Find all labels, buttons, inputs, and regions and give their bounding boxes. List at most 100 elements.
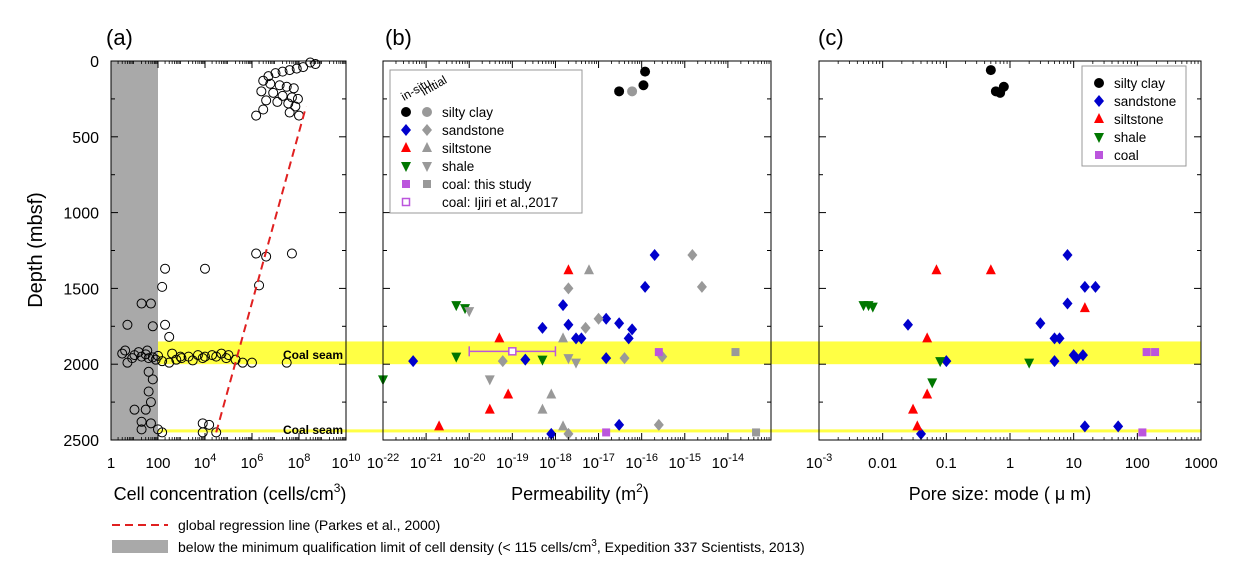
y-tick-label: 2000 (63, 357, 99, 374)
data-point (654, 348, 663, 357)
y-tick-label: 500 (72, 130, 99, 147)
data-point (143, 386, 154, 397)
panel-a-y-ticks: 0 500 1000 1500 2000 2500 (63, 54, 346, 450)
legend-marker (1094, 133, 1104, 143)
data-point (627, 86, 638, 97)
data-point (434, 420, 445, 431)
data-point (129, 404, 140, 415)
footer-regression-label: global regression line (Parkes et al., 2… (178, 517, 440, 533)
data-point (563, 354, 574, 365)
legend-label: coal (1114, 148, 1139, 163)
panel-c: 10-3 0.01 0.1 1 10 100 1000 (c) silty clay sand… (806, 25, 1218, 504)
data-point (601, 312, 612, 325)
x-tick-label: 0.1 (936, 455, 957, 472)
legend-marker-initial (422, 142, 432, 152)
legend-marker-insitu (401, 162, 411, 172)
data-point (197, 427, 208, 438)
data-point (494, 332, 505, 343)
panel-b-label: (b) (385, 25, 412, 50)
x-tick-label: 10-20 (453, 452, 486, 472)
legend-label: sandstone (442, 123, 504, 138)
data-point (277, 66, 288, 77)
x-tick-label: 10-3 (806, 452, 832, 472)
data-point (142, 345, 153, 356)
data-point (270, 68, 281, 79)
data-point (537, 355, 548, 366)
data-point (1024, 358, 1035, 369)
panel-a-x-ticks: 1 100 104 106 108 1010 (107, 61, 360, 472)
data-point (912, 420, 923, 431)
data-point (451, 352, 462, 363)
panel-b-legend: in-situ initial silty claysandstonesilts… (389, 69, 583, 214)
panel-b-x-ticks: 10-22 10-21 10-20 10-19 10-18 10-17 10-16 10-15… (367, 61, 770, 472)
legend-marker-initial (422, 124, 432, 136)
data-point (261, 95, 272, 106)
data-point (583, 264, 594, 275)
data-point (602, 428, 611, 437)
legend-label: shale (1114, 130, 1146, 145)
data-point (164, 331, 175, 342)
data-point (207, 350, 218, 361)
footer-shade-swatch (112, 540, 168, 553)
x-tick-label: 10-21 (410, 452, 443, 472)
data-point (268, 87, 279, 98)
data-point (192, 350, 203, 361)
data-point (922, 332, 933, 343)
data-point (546, 427, 557, 440)
data-point (1079, 420, 1090, 433)
data-point (563, 427, 574, 440)
panel-c-x-axis-title: Pore size: mode ( μ m) (909, 484, 1091, 504)
data-point (281, 357, 292, 368)
data-point (1062, 249, 1073, 262)
data-point (145, 397, 156, 408)
data-point (147, 321, 158, 332)
data-point (157, 427, 168, 438)
data-point (310, 59, 321, 70)
data-point (211, 351, 222, 362)
data-point (503, 388, 514, 399)
y-tick-label: 1500 (63, 281, 99, 298)
legend-marker (1095, 151, 1103, 159)
data-point (687, 249, 698, 262)
data-point (460, 304, 471, 315)
legend-marker-initial (422, 162, 432, 172)
x-tick-label: 10-16 (625, 452, 658, 472)
data-point (571, 358, 582, 369)
legend-marker-insitu (401, 197, 411, 207)
legend-label: silty clay (1114, 76, 1165, 91)
data-point (143, 353, 154, 364)
x-tick-label: 1000 (1184, 455, 1217, 472)
data-point (484, 375, 495, 386)
data-point (408, 355, 419, 368)
data-point (903, 318, 914, 331)
legend-label: siltstone (442, 141, 492, 156)
data-point (1113, 420, 1124, 433)
x-tick-label: 10-19 (496, 452, 529, 472)
data-point (292, 93, 303, 104)
data-point (145, 298, 156, 309)
data-point (291, 63, 302, 74)
data-point (176, 353, 187, 364)
x-tick-label: 10-18 (539, 452, 572, 472)
data-point (277, 90, 288, 101)
data-point (281, 81, 292, 92)
data-point (153, 350, 163, 361)
x-tick-label: 100 (145, 455, 170, 472)
data-point (136, 416, 147, 427)
data-point (175, 351, 186, 362)
y-tick-label: 0 (90, 54, 99, 71)
data-point (464, 307, 475, 318)
x-tick-label: 10-17 (582, 452, 615, 472)
data-point (576, 332, 587, 345)
data-point (284, 107, 295, 118)
data-point (931, 264, 942, 275)
data-point (653, 418, 664, 431)
x-tick-label: 10-22 (367, 452, 400, 472)
data-point (145, 418, 156, 429)
x-tick-label: 10-15 (668, 452, 701, 472)
data-point (580, 321, 591, 334)
footer-shade-label: below the minimum qualification limit of… (178, 538, 805, 555)
legend-label: coal: this study (442, 177, 532, 192)
data-point (254, 280, 265, 291)
data-point (197, 353, 208, 364)
